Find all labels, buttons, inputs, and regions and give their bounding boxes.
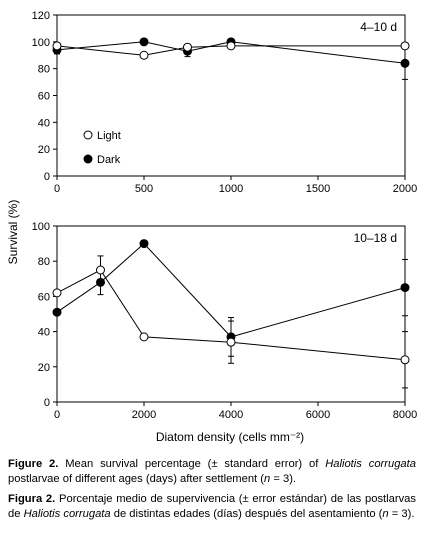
bottom-data-point-light [96,265,105,275]
top-x-tick-label: 500 [135,183,153,195]
bottom-y-tick-label: 20 [38,362,50,374]
caption-text: = 3). [270,473,297,485]
top-y-tick-label: 60 [38,91,50,103]
caption-text: Mean survival percentage (± standard err… [58,458,326,470]
figure-caption-english: Figure 2. Mean survival percentage (± st… [8,457,416,487]
top-y-tick-label: 0 [44,171,50,183]
bottom-y-tick-label: 60 [38,291,50,303]
bottom-plot-frame [56,225,406,403]
bottom-x-tick-label: 0 [54,409,60,421]
top-data-point-light [226,41,236,51]
bottom-data-point-light [139,332,149,342]
top-panel-label: 4–10 d [360,20,397,34]
bottom-y-tick-label: 80 [38,256,50,268]
top-y-tick-label: 20 [38,144,50,156]
bottom-x-tick-label: 2000 [132,409,156,421]
caption-text: postlarvae of different ages (days) afte… [8,473,264,485]
bottom-y-tick-label: 100 [32,221,50,233]
sample-size-symbol: n [382,508,389,520]
figure-caption-spanish: Figura 2. Porcentaje medio de superviven… [8,492,416,522]
legend-marker-light [83,130,93,140]
sample-size-symbol: n [264,473,271,485]
caption-text: de distintas edades (días) después del a… [110,508,383,520]
top-y-tick-label: 120 [32,10,50,22]
caption-text: = 3). [388,508,415,520]
x-axis-label: Diatom density (cells mm⁻²) [156,430,304,444]
legend-label-dark: Dark [97,154,121,166]
top-y-tick-label: 100 [32,37,50,49]
bottom-panel: 0 20 40 60 80 100 0 2000 4000 6000 8000 10–18 d [32,221,418,421]
bottom-data-point-dark [400,283,410,293]
bottom-data-point-light [226,337,236,347]
bottom-panel-label: 10–18 d [354,231,397,245]
top-x-tick-label: 2000 [393,183,417,195]
top-y-tick-label: 40 [38,117,50,129]
bottom-data-point-light [400,355,410,365]
bottom-x-tick-label: 6000 [306,409,330,421]
caption-text: Porcentaje medio de supervivencia (± err… [8,493,416,520]
top-data-point-light [139,50,149,60]
bottom-data-point-dark [52,307,62,317]
caption-label: Figure 2. [8,458,59,470]
top-x-tick-label: 1000 [219,183,243,195]
top-panel: 0 20 40 60 80 100 120 0 500 1000 1500 2000 4–10 d Lig… [32,10,418,195]
top-data-point-light [400,41,410,51]
top-data-point-dark [139,37,149,47]
species-name: Haliotis corrugata [23,508,111,520]
species-name: Haliotis corrugata [325,458,416,470]
top-data-point-light [183,42,192,52]
top-x-tick-label: 1500 [306,183,330,195]
bottom-x-tick-label: 8000 [393,409,417,421]
top-data-point-dark [400,58,410,68]
bottom-x-tick-label: 4000 [219,409,243,421]
top-x-tick-label: 0 [54,183,60,195]
bottom-y-tick-label: 0 [44,397,50,409]
bottom-data-point-dark [139,239,149,249]
caption-label: Figura 2. [8,493,56,505]
legend-marker-dark [83,154,93,164]
y-axis-label: Survival (%) [6,200,20,265]
top-data-point-light [52,41,62,51]
bottom-data-point-light [52,288,62,298]
top-y-tick-label: 80 [38,64,50,76]
legend-label-light: Light [97,130,121,142]
bottom-y-tick-label: 40 [38,327,50,339]
